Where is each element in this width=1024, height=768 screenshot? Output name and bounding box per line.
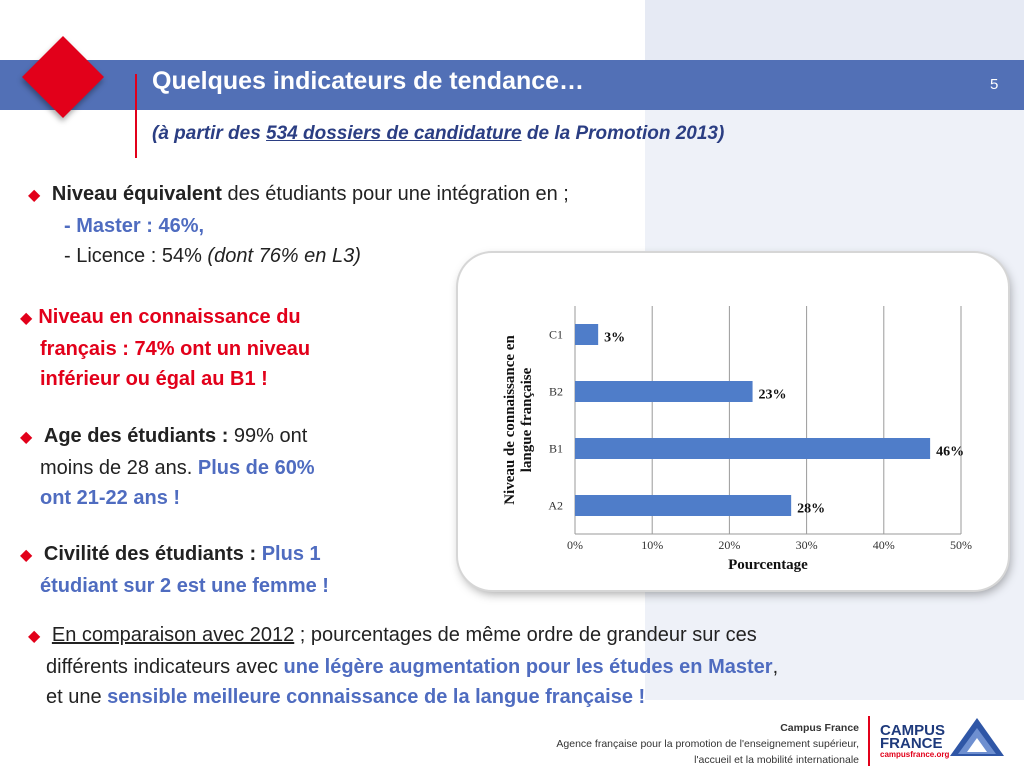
x-tick-label: 10% — [641, 538, 663, 552]
b1-licence-italic: (dont 76% en L3) — [207, 245, 361, 267]
data-label: 23% — [759, 388, 787, 403]
x-tick-label: 30% — [796, 538, 818, 552]
b3-rest2: moins de 28 ans. — [40, 457, 198, 479]
b1-master: - Master : 46%, — [64, 215, 205, 237]
footer: Campus France Agence française pour la p… — [0, 710, 1024, 768]
b5-line2c: , — [772, 656, 779, 678]
x-tick-label: 20% — [718, 538, 740, 552]
subtitle-link: 534 dossiers de candidature — [266, 123, 522, 144]
b3-rest1: 99% ont — [233, 425, 308, 447]
b1-bold: Niveau équivalent — [51, 183, 222, 205]
chart-frame: 0% 10% 20% 30% 40% 50% C1 3% B2 23% B1 46% A2 28% Pour… — [458, 253, 1008, 590]
bullet-age: ◆ Age des étudiants : 99% ont moins de 2… — [20, 421, 315, 513]
campus-france-triangle-logo-icon — [950, 718, 1004, 756]
x-tick-label: 50% — [950, 538, 972, 552]
y-axis-title-line1: Niveau de connaissance en — [502, 335, 518, 505]
b3-blue1: Plus de 60% — [197, 457, 315, 479]
diamond-bullet-icon: ◆ — [28, 187, 41, 204]
b1-rest: des étudiants pour une intégration en ; — [221, 183, 569, 205]
title-bar — [0, 60, 1024, 110]
logo-word1: CAMPUS — [880, 722, 946, 739]
campus-france-logo-text: CAMPUS FRANCE — [880, 722, 946, 752]
b3-bold: Age des étudiants : — [43, 425, 234, 447]
bar — [575, 495, 792, 516]
b1-licence: - Licence : 54% — [64, 245, 208, 267]
footer-text: Campus France Agence française pour la p… — [556, 720, 859, 768]
title-divider — [135, 74, 137, 158]
b5-underlined: En comparaison avec 2012 — [51, 624, 295, 646]
b5-line3b: sensible meilleure connaissance de la la… — [107, 686, 646, 708]
y-tick-label: A2 — [548, 499, 563, 513]
b2-line2: français : 74% ont un niveau — [40, 338, 311, 360]
footer-line2: l'accueil et la mobilité internationale — [694, 754, 859, 766]
data-label: 3% — [604, 331, 625, 346]
diamond-bullet-icon: ◆ — [28, 628, 41, 645]
b4-blue1: Plus 1 — [261, 543, 321, 565]
y-axis-title-line2: langue française — [519, 367, 535, 472]
footer-divider — [868, 716, 870, 766]
subtitle-pre: (à partir des — [152, 123, 267, 144]
y-axis-title: Niveau de connaissance enlangue français… — [502, 335, 535, 505]
bullet-civilite: ◆ Civilité des étudiants : Plus 1 étudia… — [20, 539, 329, 601]
b3-blue2: ont 21-22 ans ! — [40, 487, 181, 509]
bar — [575, 381, 753, 402]
y-tick-label: C1 — [549, 328, 563, 342]
data-label: 28% — [797, 502, 825, 517]
logo-word2: FRANCE — [880, 735, 943, 752]
b4-bold: Civilité des étudiants : — [43, 543, 262, 565]
x-tick-label: 40% — [873, 538, 895, 552]
b5-line2b: une légère augmentation pour les études … — [283, 656, 773, 678]
subtitle-post: de la Promotion 2013) — [521, 123, 725, 144]
page-title: Quelques indicateurs de tendance… — [152, 67, 585, 95]
bar — [575, 324, 599, 345]
logo-url: campusfrance.org — [880, 750, 950, 759]
page-subtitle: (à partir des 534 dossiers de candidatur… — [152, 123, 724, 145]
diamond-bullet-icon: ◆ — [20, 429, 33, 446]
b5-line2a: différents indicateurs avec — [46, 656, 284, 678]
b2-line1: Niveau en connaissance du — [38, 306, 301, 328]
footer-org: Campus France — [780, 722, 859, 734]
bullet-comparaison: ◆ En comparaison avec 2012 ; pourcentage… — [28, 620, 778, 712]
diamond-bullet-icon: ◆ — [20, 547, 33, 564]
bar — [575, 438, 931, 459]
page-number: 5 — [990, 76, 999, 93]
x-axis-title: Pourcentage — [728, 557, 808, 573]
footer-line1: Agence française pour la promotion de l'… — [556, 738, 859, 750]
background-panel-top — [645, 0, 1024, 60]
b5-rest: ; pourcentages de même ordre de grandeur… — [294, 624, 757, 646]
data-label: 46% — [936, 445, 964, 460]
b2-line3: inférieur ou égal au B1 ! — [40, 368, 268, 390]
x-tick-label: 0% — [567, 538, 583, 552]
diamond-bullet-icon: ◆ — [20, 310, 33, 327]
y-tick-label: B2 — [549, 385, 563, 399]
y-tick-label: B1 — [549, 442, 563, 456]
bullet-niveau-connaissance: ◆ Niveau en connaissance du français : 74… — [20, 302, 310, 394]
bullet-niveau-equivalent: ◆ Niveau équivalent des étudiants pour u… — [28, 179, 569, 271]
b5-line3a: et une — [46, 686, 108, 708]
bar-chart: 0% 10% 20% 30% 40% 50% C1 3% B2 23% B1 46% A2 28% Pour… — [502, 306, 972, 573]
b4-blue2: étudiant sur 2 est une femme ! — [40, 575, 329, 597]
